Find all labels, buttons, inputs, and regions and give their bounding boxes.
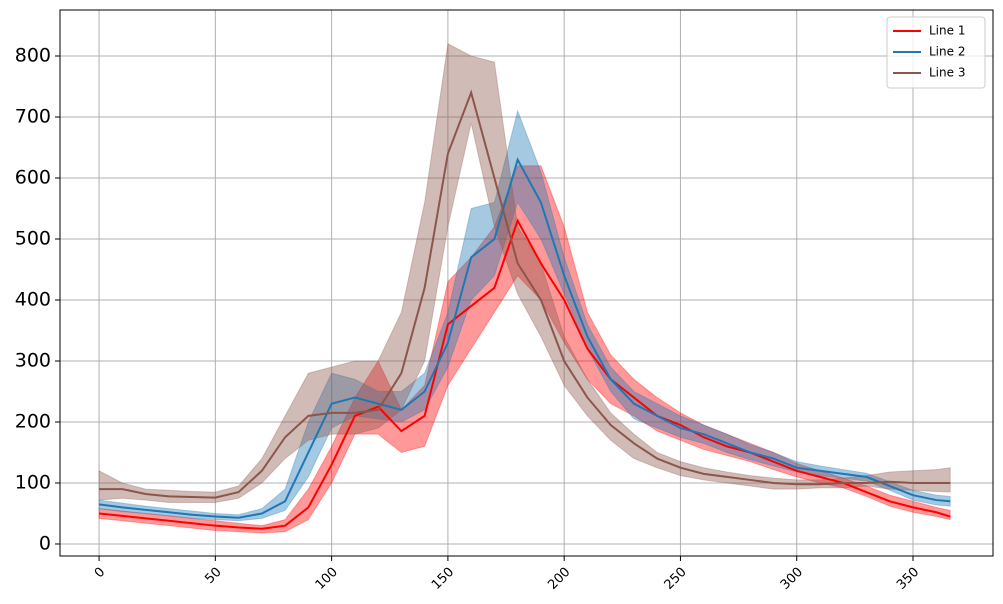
- y-tick-label: 300: [15, 349, 51, 371]
- x-tick-label: 100: [313, 565, 341, 593]
- plot-frame: [59, 9, 994, 557]
- legend: Line 1 Line 2 Line 3: [886, 16, 986, 89]
- confidence-band: [98, 165, 951, 534]
- x-tick-label: 300: [778, 565, 806, 593]
- y-tick-label: 100: [15, 471, 51, 493]
- x-tick-label: 200: [545, 565, 573, 593]
- line: [99, 89, 951, 499]
- x-tick-label: 150: [429, 565, 457, 593]
- line: [98, 218, 951, 530]
- x-tick-label: 0: [92, 565, 108, 581]
- y-tick-label: 700: [15, 105, 51, 127]
- legend-box: [886, 16, 986, 89]
- line: [98, 157, 951, 519]
- legend-label: Line 1: [929, 24, 965, 38]
- x-tick-label: 350: [894, 565, 922, 593]
- y-tick-label: 500: [15, 227, 51, 249]
- y-tick-label: 600: [15, 166, 51, 188]
- x-tick-label: 250: [662, 565, 690, 593]
- y-tick-label: 800: [15, 44, 51, 66]
- y-tick-label: 400: [15, 288, 51, 310]
- y-tick-label: 0: [39, 532, 51, 554]
- legend-label: Line 3: [929, 66, 965, 80]
- legend-label: Line 2: [929, 45, 965, 59]
- x-tick-label: 50: [202, 565, 224, 587]
- confidence-band: [98, 109, 951, 522]
- y-tick-label: 200: [15, 410, 51, 432]
- lines: [98, 89, 951, 530]
